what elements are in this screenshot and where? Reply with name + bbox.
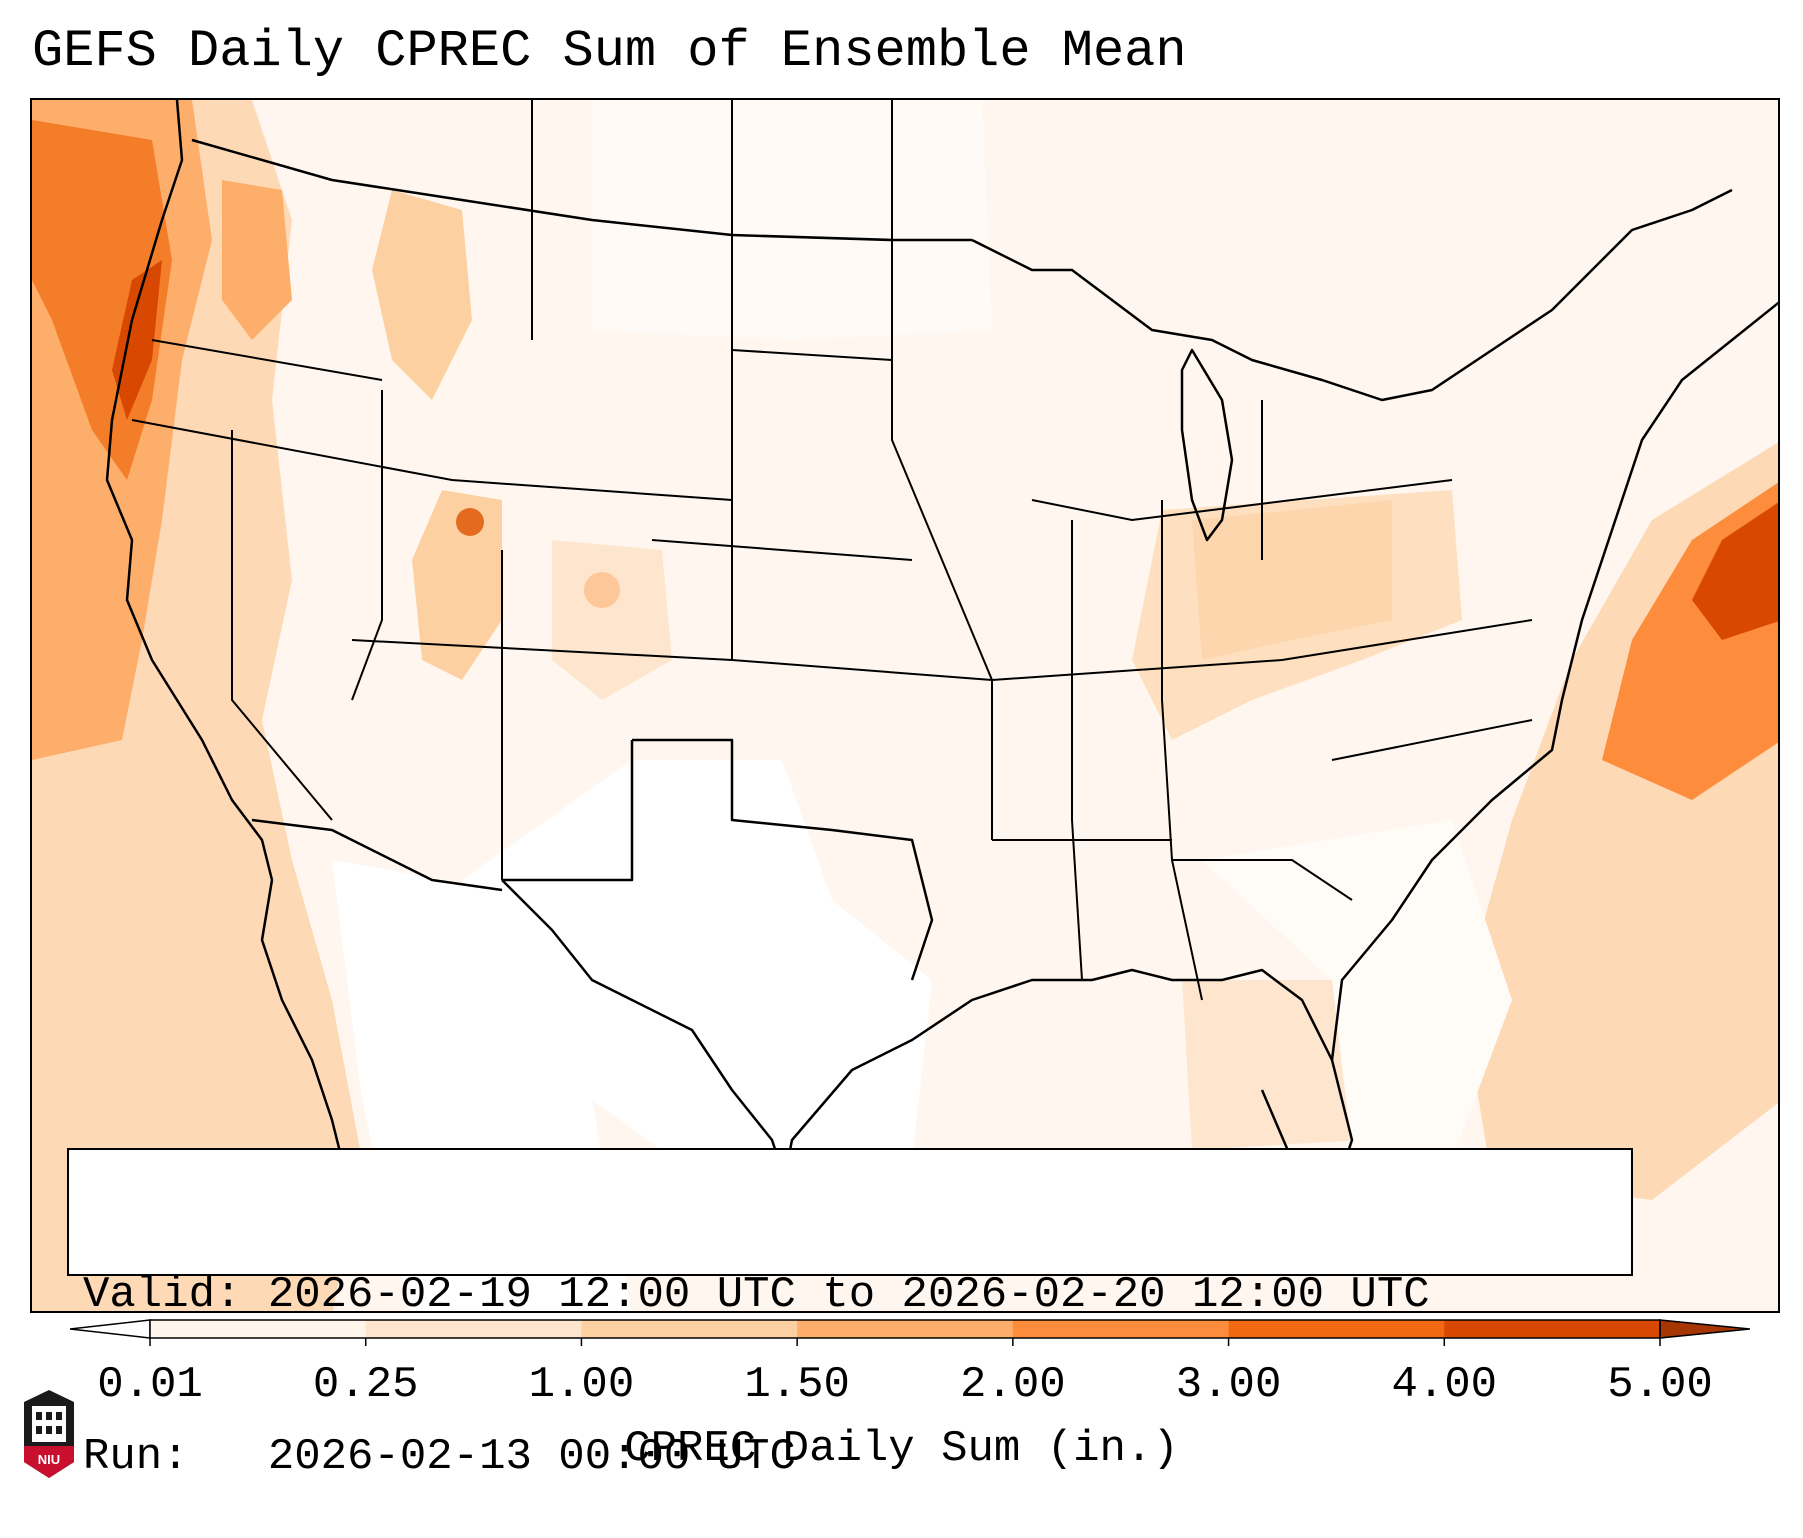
state-lines	[131, 100, 1533, 1001]
baja-coastline	[260, 879, 354, 1201]
colorbar-tick-label: 3.00	[1175, 1360, 1282, 1410]
colorbar-segment	[1228, 1320, 1445, 1338]
state-line	[231, 430, 333, 821]
colorbar-tick-label: 0.01	[97, 1360, 203, 1410]
colorbar-segment	[1444, 1320, 1661, 1338]
texas-border	[632, 738, 934, 981]
precip-oregon-core	[112, 260, 162, 420]
dry-northern-plains	[592, 100, 992, 340]
colorbar-segment	[581, 1320, 798, 1338]
colorbar	[70, 1319, 1750, 1346]
state-line	[651, 539, 913, 561]
state-line	[991, 619, 1533, 681]
logo-text: NIU	[38, 1452, 60, 1467]
state-line	[1331, 719, 1533, 761]
valid-value: 2026-02-19 12:00 UTC to 2026-02-20 12:00…	[267, 1270, 1430, 1320]
precip-utah-wasatch	[412, 490, 502, 680]
precip-indiana-ohio	[1192, 500, 1392, 660]
colorbar-over-extend	[1659, 1319, 1750, 1339]
colorbar-segment	[1012, 1320, 1230, 1338]
colorbar-tick-label: 1.50	[744, 1360, 850, 1410]
map-canvas	[32, 100, 1778, 1311]
run-row: Run: 2026-02-13 00:00 UTC	[83, 1430, 1617, 1484]
state-line	[891, 100, 993, 840]
valid-label: Valid:	[83, 1270, 242, 1320]
state-line	[151, 339, 383, 381]
state-line	[1071, 520, 1083, 981]
precip-map	[30, 98, 1780, 1313]
dry-southeast	[1202, 820, 1512, 1160]
colorbar-under-extend	[70, 1319, 151, 1339]
precip-gulf-of-mexico	[1182, 980, 1362, 1150]
colorbar-segment	[365, 1320, 582, 1338]
mexico-border	[251, 818, 503, 892]
colorbar-tick-label: 0.25	[312, 1360, 419, 1410]
east-coastline	[1330, 301, 1778, 1061]
colorbar-tick-label: 2.00	[960, 1360, 1066, 1410]
university-tower-icon: NIU	[20, 1388, 78, 1482]
colorbar-tick-label: 1.00	[528, 1360, 635, 1410]
precip-field	[32, 100, 1778, 1311]
state-line	[1031, 479, 1453, 522]
texas-west	[502, 740, 634, 882]
precip-colorado-rockies	[552, 540, 672, 700]
map-outlines	[105, 100, 1778, 1241]
state-line	[351, 390, 383, 701]
map-title: GEFS Daily CPREC Sum of Ensemble Mean	[32, 22, 1187, 81]
west-coastline	[105, 100, 274, 881]
state-line	[131, 419, 733, 501]
colorbar-tick-label: 4.00	[1391, 1360, 1498, 1410]
state-line	[1172, 859, 1353, 901]
colorbar-label: CPREC Daily Sum (in.)	[624, 1424, 1179, 1474]
great-lakes-outline	[971, 188, 1733, 402]
state-line	[1161, 500, 1203, 1001]
rio-grande	[501, 879, 794, 1201]
valid-row: Valid: 2026-02-19 12:00 UTC to 2026-02-2…	[83, 1268, 1617, 1322]
run-label: Run:	[83, 1432, 189, 1482]
colorbar-segment	[150, 1320, 367, 1338]
precip-cascades	[222, 180, 292, 340]
colorbar-tick-label: 5.00	[1607, 1360, 1713, 1410]
colorbar-segment	[797, 1320, 1014, 1338]
precip-colorado-core	[584, 572, 620, 608]
lake-michigan	[1180, 348, 1234, 542]
precip-idaho-ranges	[372, 190, 472, 400]
run-value: 2026-02-13 00:00 UTC	[267, 1432, 796, 1482]
niu-logo: NIU	[24, 1390, 74, 1478]
state-line	[731, 349, 893, 361]
precip-utah-core	[456, 508, 484, 536]
valid-run-info-box: Valid: 2026-02-19 12:00 UTC to 2026-02-2…	[67, 1148, 1633, 1482]
precip-gulf-stream-heavy	[1692, 502, 1778, 640]
colorbar-outline	[149, 1319, 1661, 1339]
dry-texas	[462, 760, 932, 1200]
